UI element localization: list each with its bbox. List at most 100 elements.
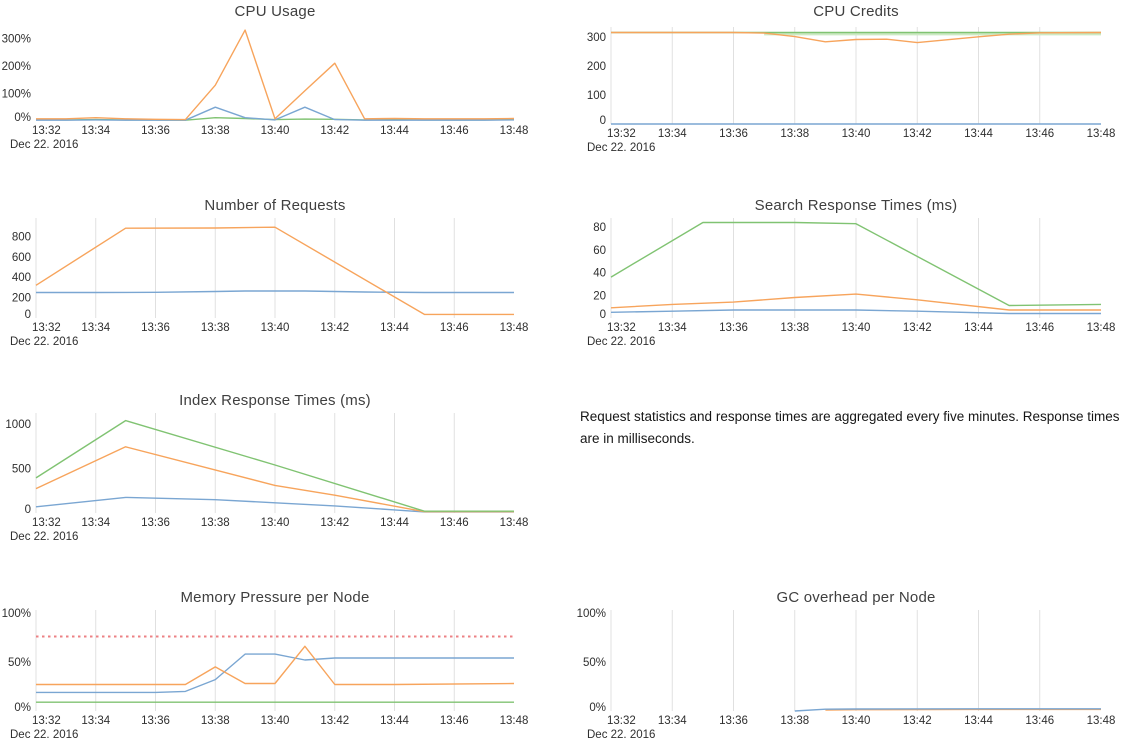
tick-label: 13:38: [201, 322, 230, 334]
tick-label: Dec 22. 2016: [587, 142, 655, 154]
tick-label: 13:36: [141, 715, 170, 727]
chart-title: GC overhead per Node: [776, 589, 936, 606]
cpu-usage-chart: CPU Usage 0% 100% 200% 300% 13:32 13:34 13:36 1…: [0, 0, 565, 165]
tick-label: 13:48: [1087, 128, 1116, 140]
tick-label: 300%: [2, 33, 31, 45]
gc-overhead-chart: GC overhead per Node 0% 50% 100% 13:32 13:34…: [565, 580, 1131, 741]
tick-label: 13:42: [320, 125, 349, 137]
tick-label: 100%: [2, 608, 31, 620]
chart-title: Memory Pressure per Node: [180, 589, 370, 606]
tick-label: 0: [25, 309, 31, 321]
tick-label: 800: [12, 231, 31, 243]
tick-label: 13:48: [1087, 715, 1116, 727]
tick-label: 40: [593, 268, 606, 280]
tick-label: 13:44: [964, 715, 993, 727]
tick-label: 13:32: [32, 125, 61, 137]
memory-pressure-chart: Memory Pressure per Node 0% 50% 100% 13:32 1…: [0, 580, 565, 741]
tick-label: 13:42: [903, 322, 932, 334]
tick-label: 13:42: [320, 517, 349, 529]
search-response-times-chart: Search Response Times (ms) 0 20 40 60 80 13:3…: [565, 190, 1131, 355]
tick-label: 13:46: [1025, 322, 1054, 334]
tick-label: 13:42: [903, 128, 932, 140]
tick-label: 100%: [2, 88, 31, 100]
tick-label: 13:38: [780, 322, 809, 334]
tick-label: 13:46: [440, 125, 469, 137]
tick-label: 13:44: [380, 322, 409, 334]
tick-label: 13:42: [903, 715, 932, 727]
number-of-requests-chart-canvas[interactable]: 0 200 400 600 800 13:32 13:34 13:36 13:38 13:40 13…: [0, 190, 565, 355]
tick-label: 13:48: [500, 322, 529, 334]
tick-label: 13:44: [964, 322, 993, 334]
tick-label: 0: [25, 504, 31, 516]
tick-label: 13:40: [842, 128, 871, 140]
tick-label: 13:44: [380, 125, 409, 137]
tick-label: 80: [593, 222, 606, 234]
chart-title: Search Response Times (ms): [754, 197, 958, 214]
tick-label: 200%: [2, 61, 31, 73]
tick-label: 13:44: [380, 517, 409, 529]
chart-title: Index Response Times (ms): [179, 392, 371, 409]
tick-label: Dec 22. 2016: [587, 729, 655, 741]
series-blue: [794, 708, 1101, 712]
tick-label: 13:46: [440, 715, 469, 727]
tick-label: 500: [12, 464, 31, 476]
tick-label: 13:32: [32, 715, 61, 727]
tick-label: 0: [600, 309, 606, 321]
tick-label: 13:34: [81, 517, 110, 529]
tick-label: 13:40: [842, 322, 871, 334]
tick-label: 50%: [8, 657, 31, 669]
tick-label: 13:34: [81, 125, 110, 137]
series-orange: [611, 31, 1102, 44]
tick-label: 13:34: [658, 715, 687, 727]
tick-label: 13:38: [201, 125, 230, 137]
tick-label: 13:32: [32, 517, 61, 529]
series-blue: [36, 290, 514, 294]
tick-label: 0%: [14, 702, 31, 714]
tick-label: 13:38: [201, 517, 230, 529]
tick-label: 200: [587, 61, 606, 73]
tick-label: 13:48: [1087, 322, 1116, 334]
tick-label: 600: [12, 252, 31, 264]
tick-label: 13:36: [141, 322, 170, 334]
tick-label: 13:34: [81, 322, 110, 334]
tick-label: 13:36: [141, 125, 170, 137]
index-response-times-chart-canvas[interactable]: 0 500 1000 13:32 13:34 13:36 13:38 13:40 13:42 13…: [0, 385, 565, 550]
tick-label: 13:36: [141, 517, 170, 529]
tick-label: Dec 22. 2016: [10, 531, 78, 543]
tick-label: 13:34: [658, 128, 687, 140]
tick-label: 60: [593, 245, 606, 257]
tick-label: 13:32: [607, 128, 636, 140]
cpu-credits-chart-canvas[interactable]: 0 100 200 300 13:32 13:34 13:36 13:38 13:40 13:42…: [565, 0, 1131, 165]
series-blue: [610, 309, 1101, 315]
tick-label: 0%: [589, 702, 606, 714]
tick-label: 13:32: [32, 322, 61, 334]
tick-label: 13:44: [380, 715, 409, 727]
tick-label: 0%: [14, 112, 31, 124]
tick-label: Dec 22. 2016: [587, 336, 655, 348]
tick-label: 1000: [5, 419, 31, 431]
cpu-credits-chart: CPU Credits 0 100 200 300 13:32 13:34 13:36 13:…: [565, 0, 1131, 165]
series-orange: [610, 293, 1101, 311]
tick-label: 13:38: [780, 128, 809, 140]
gc-overhead-chart-canvas[interactable]: 0% 50% 100% 13:32 13:34 13:36 13:38 13:40 13:42 1…: [565, 580, 1131, 741]
series-orange: [36, 645, 515, 686]
series-blue: [36, 106, 515, 121]
tick-label: 13:38: [201, 715, 230, 727]
search-response-times-chart-canvas[interactable]: 0 20 40 60 80 13:32 13:34 13:36 13:38 13:40 13:42 1…: [565, 190, 1131, 355]
tick-label: 13:36: [719, 322, 748, 334]
series-green: [610, 221, 1102, 307]
series-green: [35, 419, 514, 512]
tick-label: 50%: [583, 657, 606, 669]
chart-title: CPU Credits: [813, 3, 899, 20]
tick-label: 13:34: [658, 322, 687, 334]
cpu-usage-chart-canvas[interactable]: 0% 100% 200% 300% 13:32 13:34 13:36 13:38 13:40 1…: [0, 0, 565, 165]
tick-label: 13:48: [500, 715, 529, 727]
tick-label: 100%: [577, 608, 606, 620]
tick-label: Dec 22. 2016: [10, 336, 78, 348]
memory-pressure-chart-canvas[interactable]: 0% 50% 100% 13:32 13:34 13:36 13:38 13:40 13:42 1…: [0, 580, 565, 741]
series-blue: [36, 653, 514, 694]
tick-label: 13:40: [261, 322, 290, 334]
tick-label: Dec 22. 2016: [10, 139, 78, 151]
tick-label: 13:40: [261, 517, 290, 529]
